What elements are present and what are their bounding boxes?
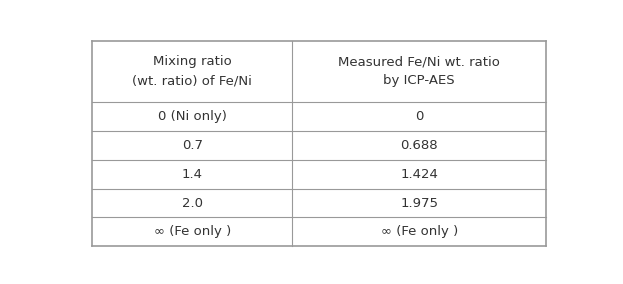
Text: 0 (Ni only): 0 (Ni only) xyxy=(158,110,227,123)
Text: Measured Fe/Ni wt. ratio
by ICP-AES: Measured Fe/Ni wt. ratio by ICP-AES xyxy=(338,55,500,87)
Text: Mixing ratio
(wt. ratio) of Fe/Ni: Mixing ratio (wt. ratio) of Fe/Ni xyxy=(132,55,252,87)
Text: 0.688: 0.688 xyxy=(401,139,438,152)
Text: ∞ (Fe only ): ∞ (Fe only ) xyxy=(381,225,458,238)
Text: 1.975: 1.975 xyxy=(400,197,438,210)
Text: 1.4: 1.4 xyxy=(182,168,202,181)
Text: 0: 0 xyxy=(415,110,423,123)
Text: 1.424: 1.424 xyxy=(400,168,438,181)
Text: ∞ (Fe only ): ∞ (Fe only ) xyxy=(154,225,231,238)
Text: 2.0: 2.0 xyxy=(182,197,202,210)
Text: 0.7: 0.7 xyxy=(182,139,202,152)
